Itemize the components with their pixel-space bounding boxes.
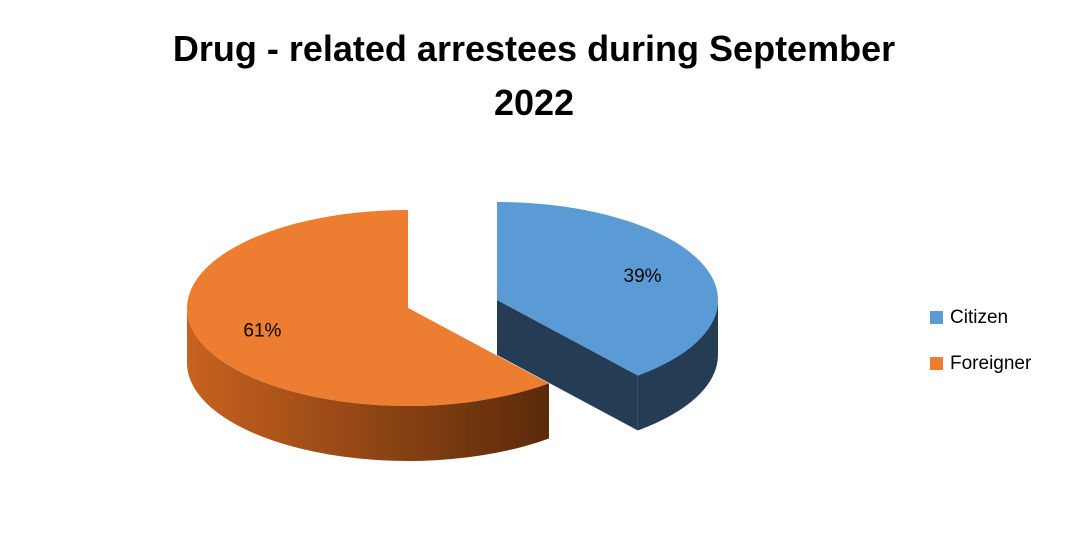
legend-label: Citizen (950, 307, 1008, 328)
pie-side (637, 300, 719, 431)
data-label: 39% (624, 266, 662, 287)
pie-slice (497, 202, 719, 376)
legend-swatch (930, 311, 943, 324)
pie-slice (187, 210, 549, 406)
legend-swatch (930, 357, 943, 370)
chart-title: Drug - related arrestees during Septembe… (172, 28, 896, 123)
pie-side (187, 308, 549, 462)
pie-side (497, 300, 638, 431)
data-label: 61% (243, 320, 281, 341)
legend-label: Foreigner (950, 353, 1032, 374)
